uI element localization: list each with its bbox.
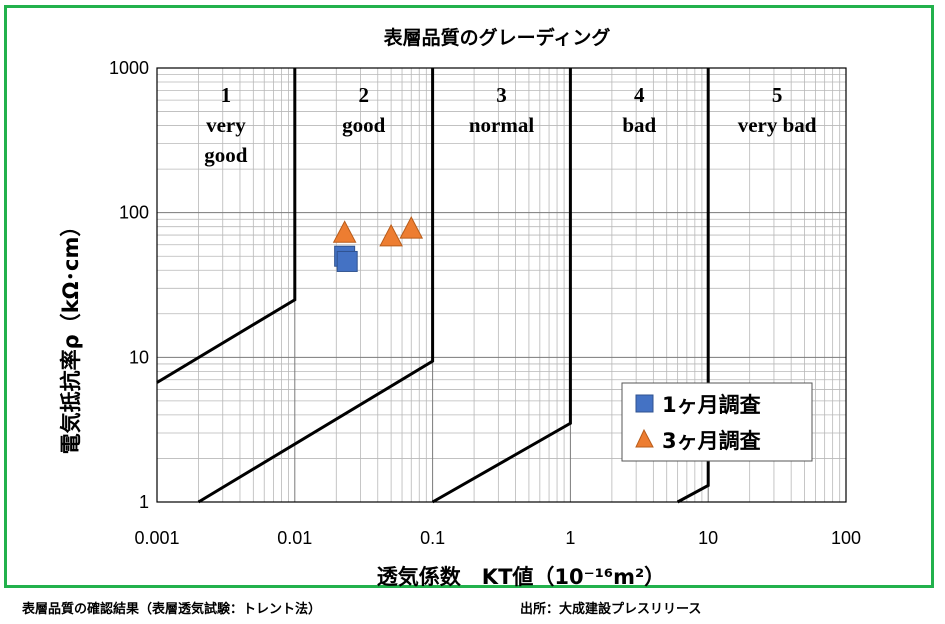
y-tick-label: 100: [119, 203, 149, 223]
y-axis-label: 電気抵抗率ρ（kΩ･cm）: [59, 216, 83, 455]
triangle-marker: [379, 223, 403, 247]
grade-zone-labels: 1 very good 2 good 3 normal 4 bad 5 very bad: [204, 83, 816, 167]
legend-box: [621, 382, 813, 462]
grade-zone-number: 3: [496, 83, 507, 107]
plot-border: [156, 67, 847, 503]
legend-triangle-icon: [635, 428, 654, 448]
grade-boundary-line: [676, 68, 710, 504]
x-tick-label: 0.1: [420, 528, 445, 548]
legend-square-icon: [635, 394, 654, 413]
data-markers: [332, 216, 424, 272]
grading-chart: 1 very good 2 good 3 normal 4 bad 5 very bad 0.001…: [59, 26, 861, 589]
grade-zone-label: bad: [622, 113, 656, 137]
grade-zone-number: 4: [634, 83, 645, 107]
legend-label-1: 1ヶ月調査: [662, 393, 761, 417]
y-tick-label: 10: [129, 347, 149, 367]
square-marker: [336, 250, 358, 272]
grade-zone-number: 2: [358, 83, 369, 107]
grade-boundary-line: [431, 68, 572, 504]
legend: 1ヶ月調査 3ヶ月調査: [621, 382, 813, 462]
grade-zone-number: 5: [772, 83, 783, 107]
chart-frame: [4, 5, 934, 588]
x-tick-label: 100: [831, 528, 861, 548]
grade-zone-label: very bad: [738, 113, 817, 137]
minor-gridlines: [157, 68, 846, 502]
triangle-marker: [399, 216, 424, 239]
triangle-marker: [332, 220, 357, 243]
x-tick-label: 10: [698, 528, 718, 548]
x-tick-labels: 0.001 0.01 0.1 1 10 100: [134, 528, 861, 548]
x-tick-label: 0.001: [134, 528, 179, 548]
x-tick-label: 0.01: [277, 528, 312, 548]
x-axis-label: 透気係数 KT値（10⁻¹⁶m²）: [377, 565, 665, 589]
chart-title: 表層品質のグレーディング: [384, 26, 611, 49]
caption-left: 表層品質の確認結果（表層透気試験：トレント法）: [22, 602, 322, 617]
y-tick-label: 1: [139, 492, 149, 512]
y-tick-labels: 1 10 100 1000: [109, 58, 149, 512]
y-tick-label: 1000: [109, 58, 149, 78]
grade-zone-number: 1: [221, 83, 232, 107]
grade-zone-label: good: [204, 143, 248, 167]
legend-label-2: 3ヶ月調査: [662, 429, 761, 453]
grade-zone-label: good: [342, 113, 386, 137]
x-tick-label: 1: [565, 528, 575, 548]
grade-boundaries: [156, 68, 710, 504]
grade-boundary-line: [156, 68, 297, 384]
grade-zone-label: normal: [469, 113, 534, 137]
caption-source: 出所：大成建設プレスリリース: [520, 602, 702, 617]
grade-zone-label: very: [206, 113, 246, 137]
grade-boundary-line: [197, 68, 435, 504]
